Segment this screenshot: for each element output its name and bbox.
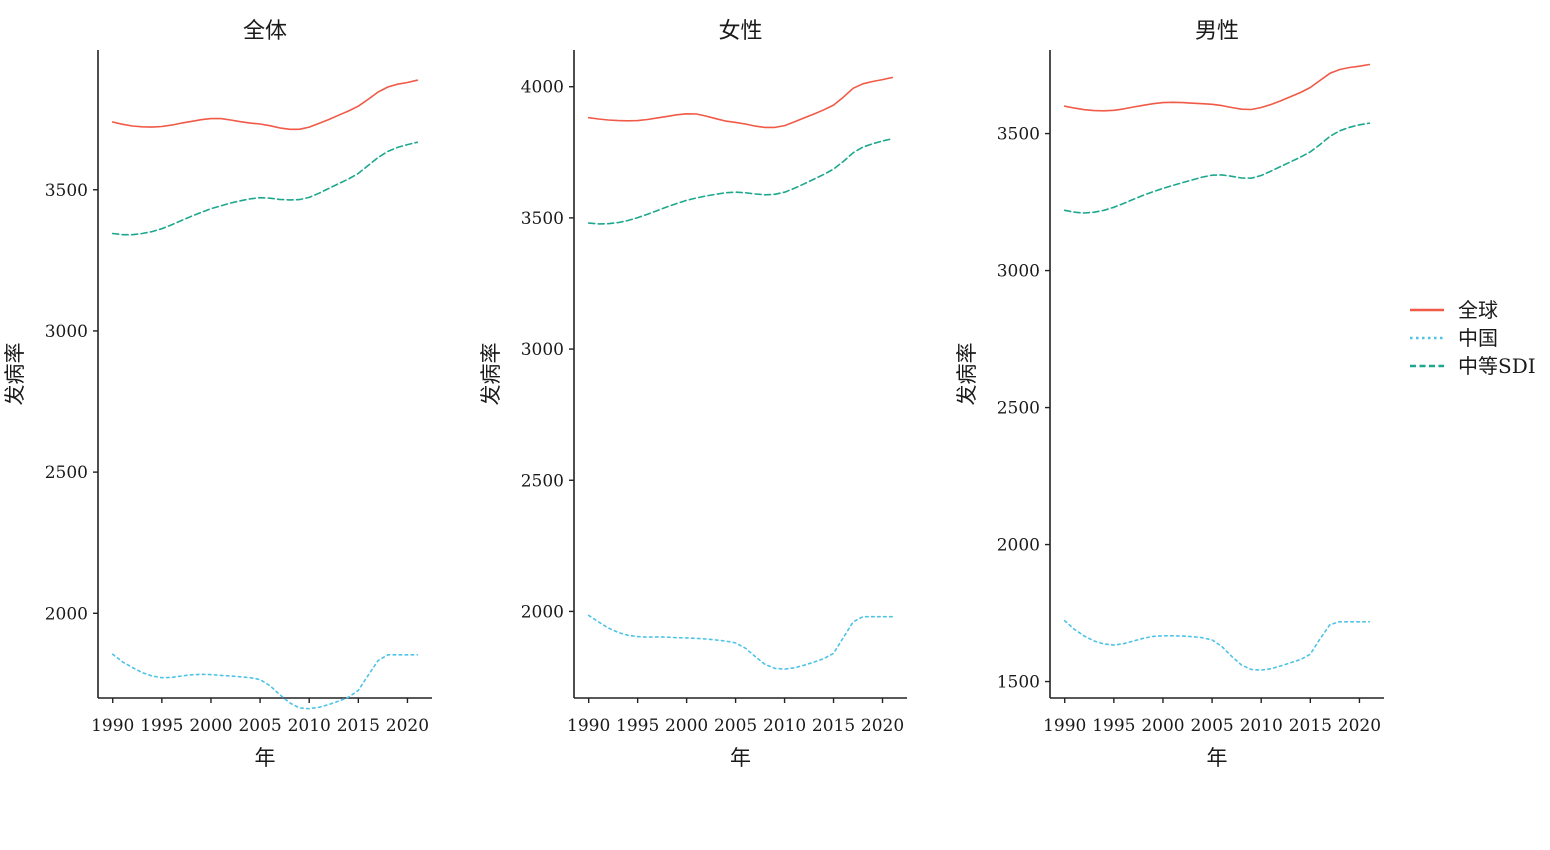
y-axis-title: 发病率 <box>3 343 27 406</box>
x-tick-label: 1990 <box>567 716 610 736</box>
x-axis-title: 年 <box>255 746 276 770</box>
panel-title-female: 女性 <box>718 19 762 44</box>
y-tick-label: 3500 <box>997 125 1040 145</box>
x-tick-label: 1990 <box>1043 716 1086 736</box>
legend-item-china: 中国 <box>1410 326 1498 350</box>
y-axis-title: 发病率 <box>955 343 979 406</box>
series-line-middle-sdi <box>587 137 894 225</box>
x-axis-title: 年 <box>1207 746 1228 770</box>
panel-title-male: 男性 <box>1195 19 1239 44</box>
x-tick-label: 1990 <box>91 716 134 736</box>
legend-label-middle-sdi: 中等SDI <box>1458 354 1536 378</box>
x-tick-label: 1995 <box>140 716 183 736</box>
x-tick-label: 2000 <box>189 716 232 736</box>
panel-overall: 全体 2000 2500 3000 3500 1990 1995 2000 2005 2010 20… <box>3 19 432 770</box>
x-tick-label: 1995 <box>616 716 659 736</box>
legend-label-global: 全球 <box>1458 298 1498 322</box>
x-tick-label: 2020 <box>386 716 429 736</box>
x-tick-label: 2020 <box>861 716 904 736</box>
panel-title-overall: 全体 <box>243 19 287 44</box>
x-tick-label: 2010 <box>763 716 806 736</box>
series-line-global <box>111 79 419 131</box>
series-line-global <box>587 76 894 129</box>
series-line-middle-sdi <box>1063 122 1371 214</box>
legend: 全球 中国 中等SDI <box>1410 298 1536 378</box>
chart-panels: 全体 2000 2500 3000 3500 1990 1995 2000 2005 2010 20… <box>3 19 1384 770</box>
y-tick-label: 2000 <box>997 536 1040 556</box>
x-tick-label: 2015 <box>337 716 380 736</box>
series-line-china <box>587 614 894 670</box>
x-tick-label: 2000 <box>1141 716 1184 736</box>
x-tick-label: 2015 <box>812 716 855 736</box>
y-tick-label: 3000 <box>521 340 564 360</box>
x-tick-label: 2020 <box>1338 716 1381 736</box>
y-tick-label: 3000 <box>45 322 88 342</box>
y-tick-label: 2000 <box>45 604 88 624</box>
x-tick-label: 2005 <box>238 716 281 736</box>
x-tick-label: 2010 <box>1240 716 1283 736</box>
y-tick-label: 2500 <box>521 471 564 491</box>
y-tick-label: 4000 <box>521 78 564 98</box>
legend-label-china: 中国 <box>1458 326 1498 350</box>
panel-male: 男性 1500 2000 2500 3000 3500 1990 1995 2000 2005 20… <box>955 19 1384 770</box>
x-tick-label: 1995 <box>1092 716 1135 736</box>
y-tick-label: 3000 <box>997 262 1040 282</box>
y-tick-label: 2000 <box>521 602 564 622</box>
x-tick-label: 2000 <box>665 716 708 736</box>
legend-item-middle-sdi: 中等SDI <box>1410 354 1536 378</box>
y-tick-label: 2500 <box>45 463 88 483</box>
series-line-china <box>111 653 419 710</box>
y-tick-label: 2500 <box>997 399 1040 419</box>
x-tick-label: 2005 <box>714 716 757 736</box>
series-line-middle-sdi <box>111 141 419 236</box>
series-line-china <box>1063 619 1371 671</box>
x-axis-title: 年 <box>730 746 751 770</box>
y-tick-label: 3500 <box>45 181 88 201</box>
y-tick-label: 1500 <box>997 673 1040 693</box>
series-line-global <box>1063 63 1371 112</box>
legend-item-global: 全球 <box>1410 298 1498 322</box>
panel-female: 女性 2000 2500 3000 3500 4000 1990 1995 2000 2005 20… <box>479 19 907 770</box>
x-tick-label: 2010 <box>288 716 331 736</box>
x-tick-label: 2005 <box>1190 716 1233 736</box>
y-axis-title: 发病率 <box>479 343 503 406</box>
y-tick-label: 3500 <box>521 209 564 229</box>
x-tick-label: 2015 <box>1289 716 1332 736</box>
